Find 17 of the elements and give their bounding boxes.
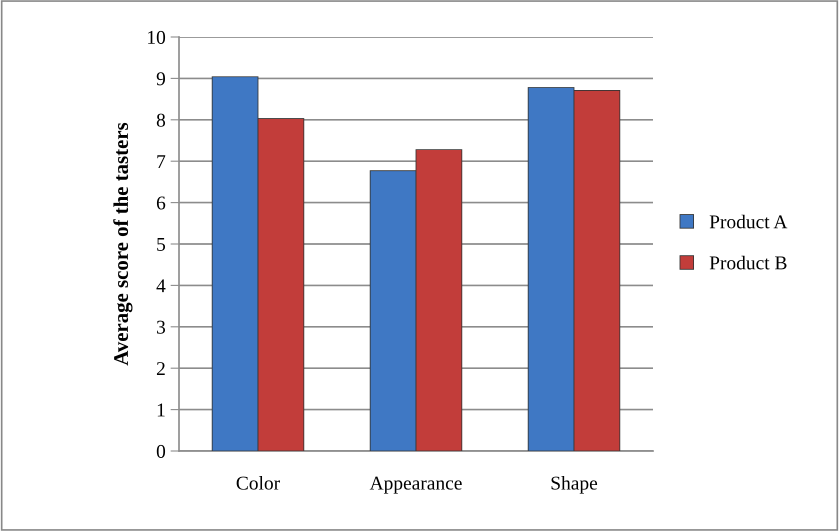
y-tick-label: 3	[157, 320, 166, 334]
y-axis-title: Average score of the tasters	[113, 122, 132, 366]
x-tick-label: Shape	[552, 476, 598, 494]
y-tick-label: 10	[148, 30, 166, 44]
y-tick-label: 4	[156, 279, 166, 292]
y-tick-label: 7	[157, 155, 166, 168]
x-tick-label: Color	[236, 476, 280, 490]
legend-label: Product A	[710, 214, 788, 228]
y-tick-label: 9	[156, 72, 166, 86]
y-tick-label: 6	[156, 196, 166, 210]
x-tick-label: Appearance	[370, 476, 462, 494]
y-tick-label: 1	[158, 404, 165, 416]
y-tick-label: 2	[156, 362, 165, 375]
legend-label: Product B	[710, 256, 787, 270]
y-tick-label: 0	[156, 444, 166, 458]
y-tick-label: 5	[157, 238, 166, 251]
y-tick-label: 8	[156, 114, 166, 127]
